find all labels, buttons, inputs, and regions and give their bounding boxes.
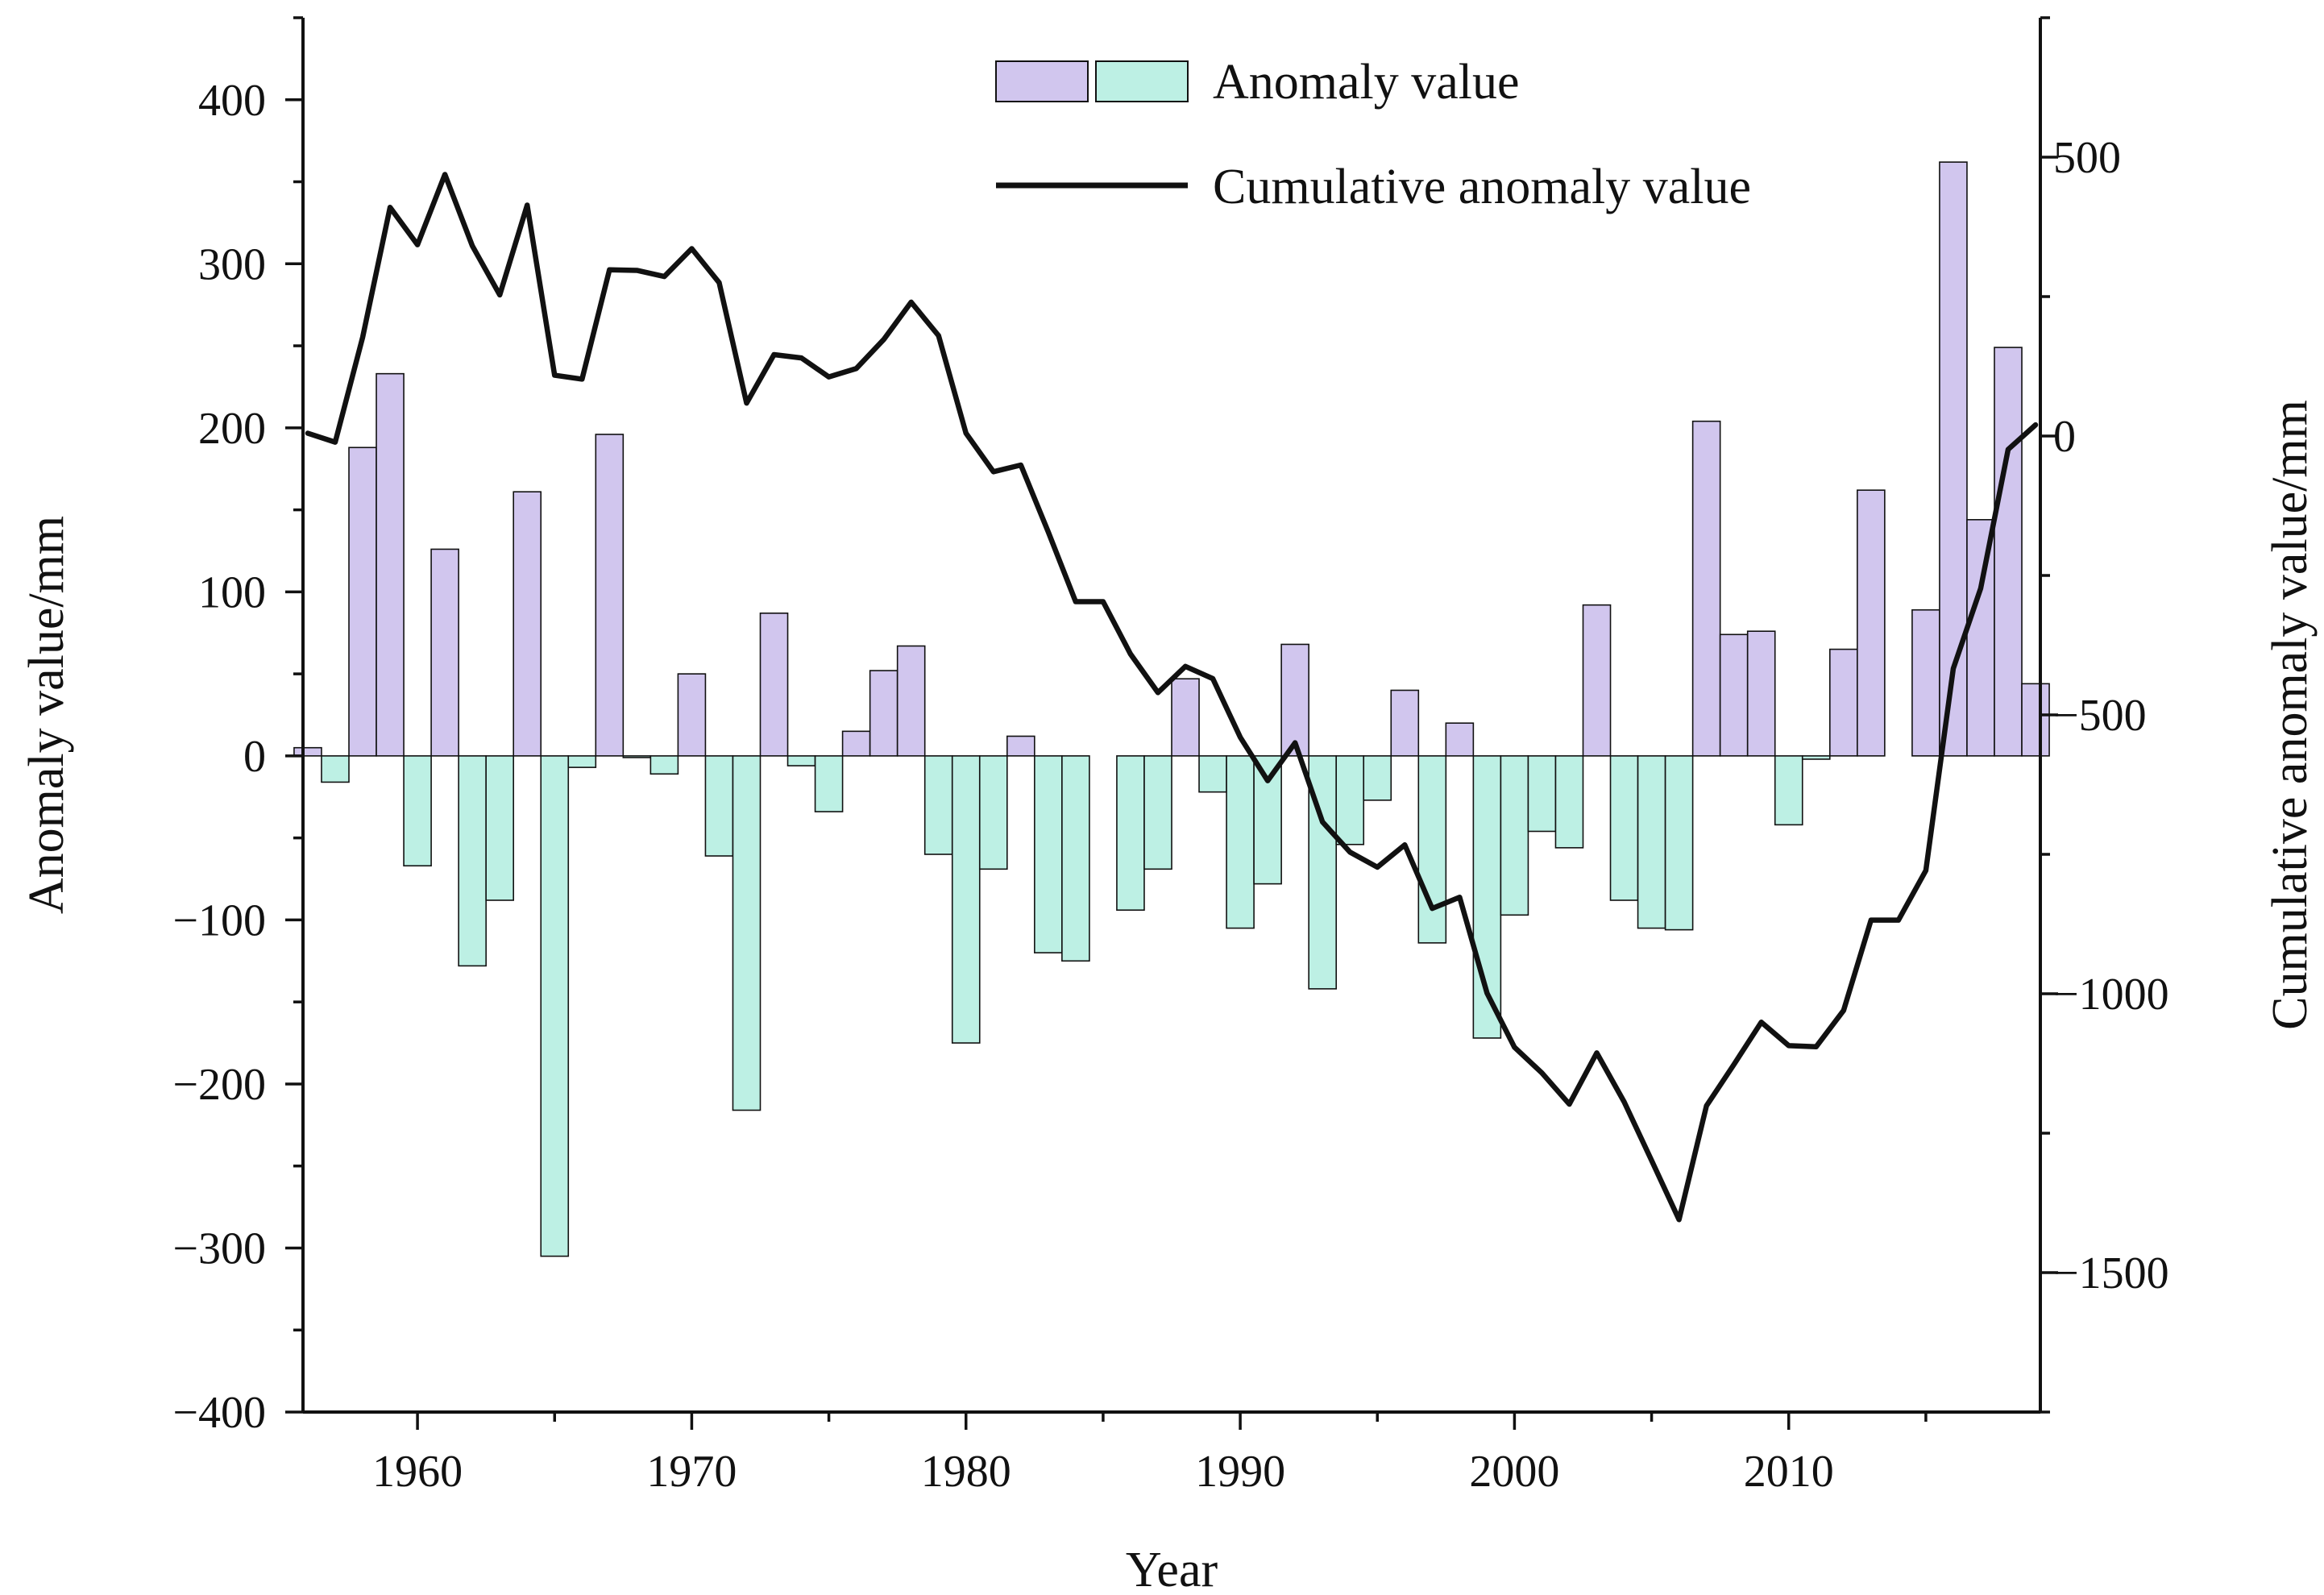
- bar-1967: [595, 434, 625, 757]
- bar-1975: [814, 755, 844, 812]
- y2-tick-label: 0: [2053, 412, 2076, 462]
- y-tick-label: 200: [198, 404, 266, 454]
- bar-1988: [1171, 678, 1200, 757]
- bar-1956: [293, 746, 322, 757]
- bar-2006: [1664, 755, 1694, 931]
- bar-2005: [1637, 755, 1666, 929]
- bar-2019: [2021, 683, 2050, 757]
- bar-1989: [1198, 755, 1227, 793]
- y2-tick-label: −1000: [2053, 970, 2169, 1020]
- bar-1959: [376, 372, 405, 757]
- bar-1991: [1253, 755, 1282, 885]
- bar-1964: [513, 491, 542, 757]
- line-layer: [305, 172, 2039, 1223]
- bar-1982: [1006, 735, 1035, 757]
- y2-tick-label: 500: [2053, 133, 2121, 183]
- legend-label-cumulative: Cumulative anomaly value: [1213, 160, 1751, 214]
- bar-2009: [1746, 630, 1776, 757]
- legend-label-anomaly: Anomaly value: [1213, 55, 1520, 110]
- y-tick-label: 0: [243, 732, 266, 782]
- bar-1973: [759, 613, 789, 757]
- bar-1995: [1363, 755, 1392, 801]
- bar-1984: [1061, 755, 1090, 962]
- bar-1970: [677, 673, 707, 757]
- bar-1981: [978, 755, 1008, 870]
- bar-2017: [1966, 518, 1995, 757]
- bar-1992: [1280, 643, 1309, 757]
- y-tick-label: −100: [172, 895, 266, 945]
- bar-1996: [1390, 689, 1420, 757]
- bar-2010: [1774, 755, 1803, 826]
- y-tick-label: −300: [172, 1223, 266, 1273]
- bar-2015: [1911, 609, 1940, 757]
- bar-1978: [896, 645, 926, 757]
- bars-layer: [293, 161, 2050, 1257]
- y-tick-label: 300: [198, 239, 266, 289]
- y2-tick-label: −500: [2053, 691, 2147, 741]
- bar-1990: [1226, 755, 1255, 929]
- bar-1965: [540, 755, 570, 1257]
- bar-1983: [1034, 755, 1063, 953]
- y-tick-label: 100: [198, 567, 266, 617]
- bar-2001: [1527, 755, 1557, 833]
- bar-1963: [485, 755, 514, 901]
- bar-1998: [1445, 722, 1475, 757]
- bar-1969: [649, 755, 679, 775]
- y-tick-label: −400: [172, 1388, 266, 1438]
- bar-1979: [923, 755, 953, 855]
- bar-1962: [458, 755, 487, 967]
- bar-2000: [1500, 755, 1529, 916]
- legend-swatch-negative: [1095, 60, 1189, 102]
- bar-1968: [622, 755, 652, 758]
- axes-layer: −400−300−200−1000100200300400−1500−1000−…: [172, 16, 2169, 1497]
- bar-1986: [1116, 755, 1145, 912]
- bar-1987: [1143, 755, 1172, 870]
- bar-2002: [1554, 755, 1584, 849]
- bar-2003: [1582, 604, 1612, 757]
- x-tick-label: 1990: [1195, 1447, 1285, 1497]
- x-tick-label: 2010: [1744, 1447, 1834, 1497]
- bar-2016: [1939, 161, 1968, 757]
- bar-1971: [704, 755, 734, 857]
- bar-1972: [732, 755, 762, 1111]
- y-axis-title: Anomaly value/mm: [19, 516, 74, 914]
- bar-2018: [1994, 347, 2023, 757]
- bar-1966: [567, 755, 597, 768]
- x-axis-title: Year: [1126, 1543, 1218, 1595]
- y2-tick-label: −1500: [2053, 1248, 2169, 1298]
- bar-1960: [403, 755, 432, 867]
- bar-2008: [1719, 633, 1749, 757]
- bar-1961: [430, 548, 459, 757]
- y-tick-label: 400: [198, 76, 266, 126]
- bar-1977: [869, 670, 898, 757]
- y-tick-label: −200: [172, 1060, 266, 1110]
- x-tick-label: 2000: [1469, 1447, 1559, 1497]
- bar-1980: [951, 755, 981, 1044]
- y2-axis-title: Cumulative anomaly value/mm: [2263, 400, 2318, 1030]
- x-tick-label: 1960: [372, 1447, 463, 1497]
- x-tick-label: 1980: [921, 1447, 1011, 1497]
- bar-1994: [1335, 755, 1365, 845]
- legend: Anomaly value Cumulative anomaly value: [995, 55, 1751, 214]
- legend-swatch-positive: [995, 60, 1089, 102]
- bar-1957: [321, 755, 350, 783]
- bar-2007: [1691, 420, 1721, 757]
- bar-1974: [786, 755, 816, 766]
- bar-2004: [1609, 755, 1639, 901]
- bar-1997: [1417, 755, 1447, 944]
- bar-2011: [1801, 755, 1831, 760]
- bar-1976: [841, 730, 871, 757]
- cumulative-line: [305, 172, 2039, 1223]
- x-tick-label: 1970: [646, 1447, 737, 1497]
- bar-2013: [1857, 489, 1886, 757]
- bar-2012: [1829, 648, 1858, 757]
- bar-1958: [348, 447, 377, 757]
